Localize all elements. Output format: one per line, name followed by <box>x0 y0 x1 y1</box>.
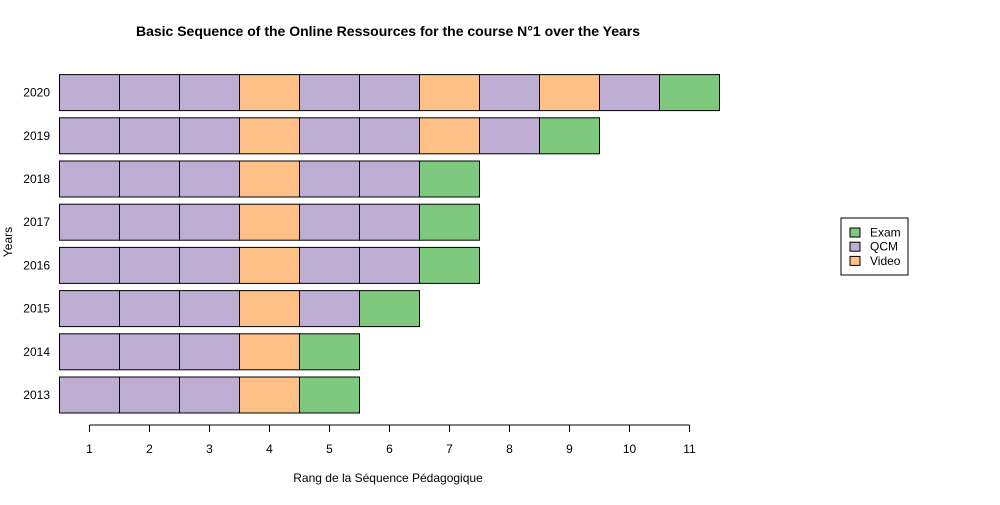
y-tick-label: 2020 <box>23 86 50 100</box>
x-tick-label: 6 <box>386 442 393 456</box>
sequence-cell-2020-1 <box>59 74 120 112</box>
x-tick-label: 1 <box>86 442 93 456</box>
y-tick-label: 2013 <box>23 388 50 402</box>
sequence-cell-2019-3 <box>179 117 240 155</box>
sequence-cell-2017-7 <box>419 203 480 241</box>
sequence-cell-2015-4 <box>239 290 300 328</box>
sequence-cell-2019-1 <box>59 117 120 155</box>
y-tick-label: 2014 <box>23 345 50 359</box>
sequence-cell-2019-4 <box>239 117 300 155</box>
x-tick-label: 4 <box>266 442 273 456</box>
sequence-cell-2014-2 <box>119 333 180 371</box>
sequence-cell-2016-4 <box>239 246 300 284</box>
x-tick-label: 7 <box>446 442 453 456</box>
y-tick-label: 2017 <box>23 215 50 229</box>
x-tick-label: 11 <box>683 442 696 456</box>
sequence-cell-2016-5 <box>299 246 360 284</box>
sequence-cell-2020-2 <box>119 74 180 112</box>
sequence-cell-2020-4 <box>239 74 300 112</box>
sequence-cell-2014-3 <box>179 333 240 371</box>
sequence-cell-2019-7 <box>419 117 480 155</box>
sequence-cell-2020-6 <box>359 74 420 112</box>
legend-label-exam: Exam <box>870 226 901 240</box>
x-axis-label: Rang de la Séquence Pédagogique <box>293 471 483 485</box>
sequence-cell-2017-2 <box>119 203 180 241</box>
sequence-cell-2015-2 <box>119 290 180 328</box>
sequence-cell-2014-4 <box>239 333 300 371</box>
sequence-cell-2020-7 <box>419 74 480 112</box>
legend-swatch-exam <box>849 227 861 238</box>
sequence-cell-2017-3 <box>179 203 240 241</box>
x-tick-label: 2 <box>146 442 153 456</box>
sequence-cell-2016-2 <box>119 246 180 284</box>
y-tick-labels: 2013 2014 2015 2016 2017 2018 2019 2020 <box>23 86 50 402</box>
sequence-cell-2016-3 <box>179 246 240 284</box>
sequence-cell-2018-7 <box>419 160 480 198</box>
sequence-cell-2015-3 <box>179 290 240 328</box>
sequence-cell-2020-10 <box>599 74 660 112</box>
sequence-cell-2018-5 <box>299 160 360 198</box>
sequence-cell-2018-6 <box>359 160 420 198</box>
x-tick-label: 3 <box>206 442 213 456</box>
sequence-cell-2015-5 <box>299 290 360 328</box>
sequence-cell-2014-1 <box>59 333 120 371</box>
y-axis-label: Years <box>1 227 15 257</box>
sequence-cell-2020-11 <box>659 74 720 112</box>
sequence-cell-2013-4 <box>239 376 300 414</box>
sequence-cell-2017-5 <box>299 203 360 241</box>
sequence-cell-2019-5 <box>299 117 360 155</box>
sequence-cell-2020-5 <box>299 74 360 112</box>
sequence-cell-2018-2 <box>119 160 180 198</box>
legend-swatch-qcm <box>849 241 861 252</box>
sequence-cell-2020-9 <box>539 74 600 112</box>
sequence-cell-2014-5 <box>299 333 360 371</box>
y-tick-label: 2018 <box>23 172 50 186</box>
legend-swatch-video <box>849 255 861 266</box>
legend-label-qcm: QCM <box>870 240 898 254</box>
sequence-cell-2019-6 <box>359 117 420 155</box>
sequence-cell-2018-4 <box>239 160 300 198</box>
sequence-cell-2013-5 <box>299 376 360 414</box>
sequence-cell-2017-6 <box>359 203 420 241</box>
x-tick-label: 10 <box>623 442 637 456</box>
sequence-cell-2020-8 <box>479 74 540 112</box>
sequence-cell-2019-9 <box>539 117 600 155</box>
sequence-cell-2016-1 <box>59 246 120 284</box>
sequence-cell-2018-1 <box>59 160 120 198</box>
sequence-cell-2020-3 <box>179 74 240 112</box>
sequence-cell-2013-1 <box>59 376 120 414</box>
y-tick-label: 2016 <box>23 258 50 272</box>
x-tick-label: 5 <box>326 442 333 456</box>
sequence-cell-2017-1 <box>59 203 120 241</box>
sequence-cell-2017-4 <box>239 203 300 241</box>
sequence-cell-2019-8 <box>479 117 540 155</box>
legend-label-video: Video <box>870 254 901 268</box>
bars-layer <box>59 74 720 414</box>
sequence-cell-2013-3 <box>179 376 240 414</box>
sequence-cell-2015-1 <box>59 290 120 328</box>
sequence-cell-2013-2 <box>119 376 180 414</box>
y-tick-label: 2015 <box>23 302 50 316</box>
chart-title: Basic Sequence of the Online Ressources … <box>136 23 640 39</box>
sequence-cell-2018-3 <box>179 160 240 198</box>
x-axis: 1 2 3 4 5 6 7 8 9 10 11 <box>86 424 696 456</box>
x-tick-label: 9 <box>566 442 573 456</box>
sequence-cell-2016-7 <box>419 246 480 284</box>
y-tick-label: 2019 <box>23 129 50 143</box>
sequence-cell-2015-6 <box>359 290 420 328</box>
x-tick-label: 8 <box>506 442 513 456</box>
sequence-cell-2019-2 <box>119 117 180 155</box>
sequence-cell-2016-6 <box>359 246 420 284</box>
